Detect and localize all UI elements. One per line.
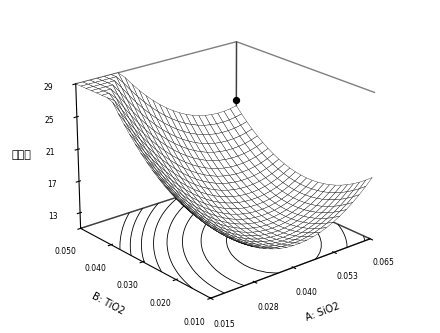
Y-axis label: B: TiO2: B: TiO2: [91, 291, 126, 317]
X-axis label: A: SiO2: A: SiO2: [304, 301, 341, 323]
